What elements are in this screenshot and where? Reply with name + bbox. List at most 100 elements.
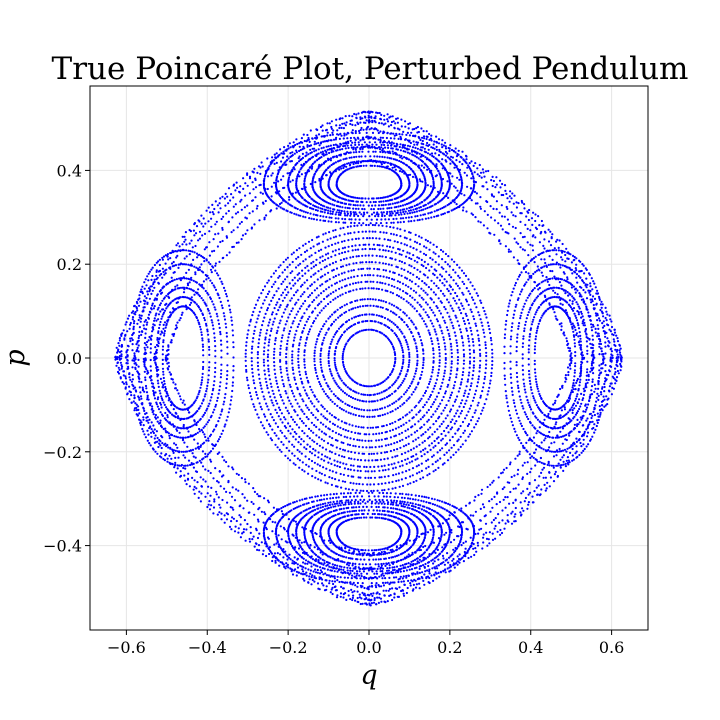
- orbit-point: [393, 364, 396, 367]
- orbit-point: [381, 509, 384, 512]
- orbit-point: [409, 287, 413, 290]
- orbit-point: [431, 176, 434, 179]
- orbit-point: [425, 501, 428, 504]
- orbit-point: [297, 323, 300, 326]
- orbit-point: [399, 149, 402, 152]
- orbit-point: [347, 557, 350, 560]
- orbit-point: [484, 343, 487, 347]
- orbit-point: [399, 204, 402, 208]
- orbit-point: [370, 452, 373, 455]
- orbit-point: [419, 339, 423, 342]
- orbit-point: [299, 262, 302, 265]
- orbit-point: [280, 395, 283, 399]
- orbit-point: [427, 501, 430, 504]
- orbit-point: [466, 334, 470, 337]
- orbit-point: [410, 201, 413, 204]
- orbit-point: [273, 432, 276, 435]
- orbit-point: [403, 377, 406, 380]
- orbit-point: [371, 131, 375, 134]
- orbit-point: [369, 465, 372, 469]
- orbit-point: [402, 423, 405, 426]
- orbit-point: [400, 509, 403, 512]
- orbit-point: [291, 353, 294, 356]
- orbit-point: [408, 532, 411, 536]
- orbit-point: [432, 356, 435, 359]
- orbit-point: [387, 146, 390, 149]
- orbit-point: [443, 406, 447, 409]
- orbit-point: [410, 220, 413, 223]
- orbit-point: [359, 459, 363, 462]
- orbit-point: [339, 399, 342, 402]
- orbit-point: [381, 244, 384, 247]
- orbit-point: [326, 279, 329, 282]
- orbit-point: [321, 255, 324, 258]
- orbit-point: [313, 352, 316, 355]
- orbit-point: [298, 392, 301, 395]
- orbit-point: [482, 328, 485, 331]
- orbit-point: [452, 444, 456, 447]
- orbit-point: [447, 332, 450, 335]
- orbit-point: [406, 457, 409, 460]
- orbit-point: [351, 562, 354, 565]
- orbit-point: [352, 200, 355, 203]
- orbit-point: [357, 392, 360, 395]
- orbit-point: [433, 273, 436, 277]
- orbit-point: [378, 155, 381, 158]
- orbit-point: [414, 146, 417, 149]
- orbit-point: [429, 426, 432, 429]
- orbit-point: [400, 424, 403, 428]
- orbit-point: [381, 155, 384, 158]
- orbit-point: [390, 157, 393, 160]
- orbit-point: [293, 445, 296, 448]
- orbit-point: [440, 181, 443, 184]
- orbit-point: [398, 281, 402, 284]
- orbit-point: [333, 311, 336, 314]
- orbit-point: [407, 442, 410, 445]
- orbit-point: [310, 292, 314, 295]
- orbit-point: [337, 340, 340, 343]
- orbit-point: [361, 313, 364, 317]
- orbit-point: [276, 425, 280, 428]
- orbit-point: [297, 264, 300, 267]
- orbit-point: [399, 211, 402, 214]
- orbit-point: [427, 263, 430, 266]
- orbit-point: [354, 196, 357, 199]
- orbit-point: [296, 175, 299, 178]
- orbit-point: [463, 429, 466, 432]
- orbit-point: [388, 545, 391, 549]
- orbit-point: [334, 138, 337, 141]
- orbit-point: [451, 435, 454, 439]
- orbit-point: [383, 166, 386, 169]
- orbit-point: [329, 315, 332, 318]
- orbit-point: [393, 137, 396, 140]
- orbit-point: [338, 148, 342, 151]
- orbit-point: [309, 400, 312, 403]
- orbit-point: [377, 563, 380, 566]
- orbit-point: [365, 505, 368, 508]
- orbit-point: [379, 398, 382, 401]
- orbit-point: [477, 378, 480, 381]
- orbit-point: [368, 452, 371, 456]
- orbit-point: [488, 386, 491, 389]
- orbit-point: [400, 530, 403, 534]
- orbit-point: [384, 482, 387, 485]
- orbit-point: [281, 431, 284, 434]
- orbit-point: [314, 307, 317, 310]
- orbit-point: [431, 503, 434, 506]
- orbit-point: [449, 372, 452, 375]
- orbit-point: [390, 303, 393, 306]
- orbit-point: [437, 436, 440, 439]
- orbit-point: [337, 248, 341, 251]
- orbit-point: [382, 275, 385, 278]
- orbit-point: [298, 342, 301, 345]
- orbit-point: [258, 377, 261, 380]
- orbit-point: [435, 395, 439, 398]
- orbit-point: [452, 268, 455, 271]
- orbit-point: [431, 403, 434, 406]
- orbit-point: [306, 406, 309, 409]
- orbit-point: [327, 181, 330, 184]
- orbit-point: [273, 317, 276, 320]
- orbit-point: [253, 306, 256, 310]
- orbit-point: [476, 329, 479, 332]
- orbit-point: [386, 290, 389, 293]
